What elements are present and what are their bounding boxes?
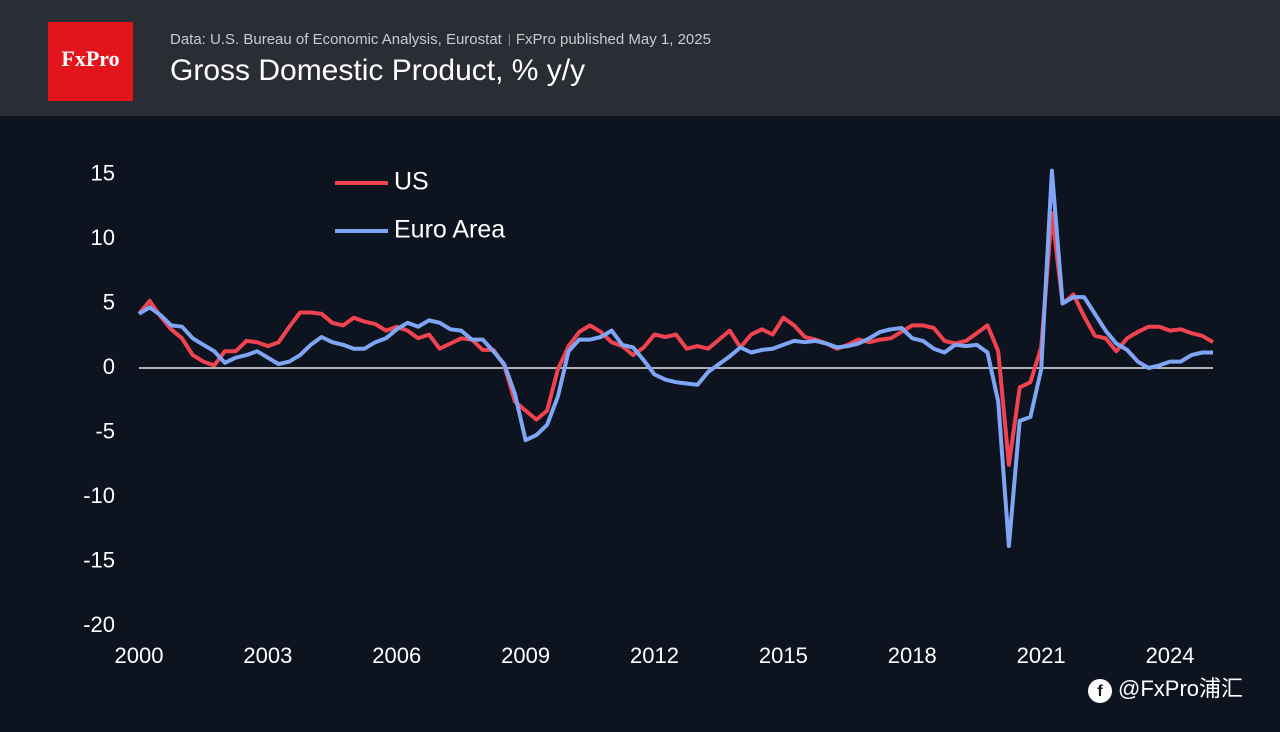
x-tick-label: 2009 xyxy=(501,643,550,668)
y-tick-label: -20 xyxy=(83,612,115,637)
wm-icon-text: f xyxy=(1097,683,1103,700)
separator xyxy=(508,34,510,46)
logo xyxy=(48,22,133,101)
y-tick-label: 15 xyxy=(91,160,115,185)
y-tick-label: 0 xyxy=(103,354,115,379)
x-tick-label: 2015 xyxy=(759,643,808,668)
y-tick-label: -5 xyxy=(95,418,115,443)
source: Data: U.S. Bureau of Economic Analysis, … xyxy=(170,31,503,48)
wm-icon xyxy=(1088,679,1112,703)
published: FxPro published May 1, 2025 xyxy=(516,31,711,48)
y-tick-label: 5 xyxy=(103,289,115,314)
line-series xyxy=(137,168,1213,548)
header xyxy=(0,0,1280,116)
x-tick-label: 2021 xyxy=(1017,643,1066,668)
x-tick-label: 2006 xyxy=(372,643,421,668)
y-tick-label: 10 xyxy=(91,225,115,250)
logo-text: FxPro xyxy=(61,46,119,71)
y-tick-label: -15 xyxy=(83,547,115,572)
x-tick-label: 2024 xyxy=(1146,643,1195,668)
x-tick-label: 2012 xyxy=(630,643,679,668)
x-tick-label: 2003 xyxy=(243,643,292,668)
y-tick-label: -10 xyxy=(83,483,115,508)
legend-label: Euro Area xyxy=(394,216,505,244)
chart-title: Gross Domestic Product, % y/y xyxy=(170,54,585,87)
legend-label: US xyxy=(394,168,429,196)
x-tick-label: 2018 xyxy=(888,643,937,668)
x-tick-label: 2000 xyxy=(115,643,164,668)
line-series xyxy=(137,211,1215,467)
watermark: @FxPro浦汇 xyxy=(1118,676,1243,701)
